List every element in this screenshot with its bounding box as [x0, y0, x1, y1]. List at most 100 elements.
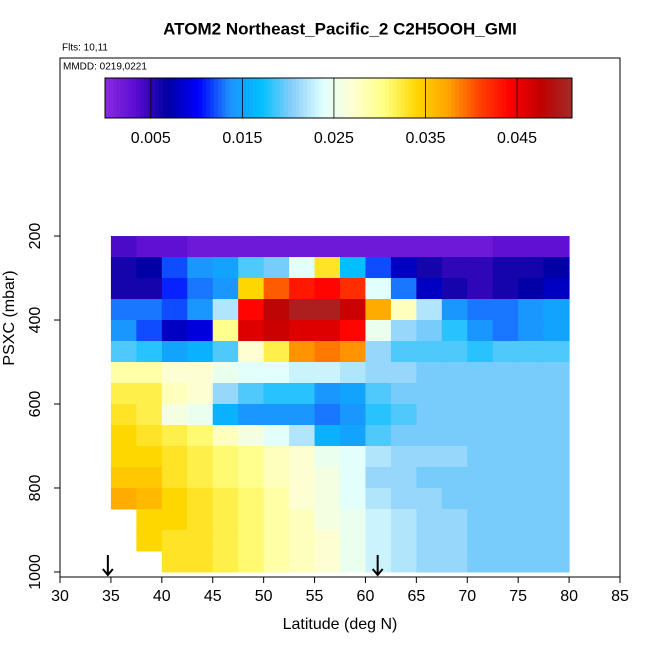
heat-cell: [441, 487, 468, 510]
heat-cell: [187, 257, 214, 279]
heat-cell: [187, 404, 214, 426]
heat-cell: [390, 278, 417, 300]
heat-cell: [136, 341, 163, 363]
heat-cell: [416, 257, 443, 279]
heat-cell: [365, 529, 392, 552]
y-tick-label: 600: [27, 391, 44, 418]
colorbar-step: [435, 78, 441, 118]
colorbar-step: [116, 78, 122, 118]
heat-cell: [518, 466, 545, 489]
heat-cell: [314, 236, 341, 258]
heat-cell: [212, 508, 239, 531]
colorbar-step: [478, 78, 483, 118]
colorbar-step: [548, 78, 554, 118]
heat-cell: [441, 236, 468, 258]
heat-cell: [441, 508, 468, 531]
heat-cell: [340, 362, 366, 384]
colorbar-step: [447, 78, 452, 118]
heat-cell: [238, 362, 265, 384]
colorbar-step: [140, 78, 145, 118]
colorbar-step: [346, 78, 351, 118]
x-axis-label: Latitude (deg N): [283, 616, 398, 633]
heat-cell: [136, 278, 163, 300]
heat-cell: [518, 299, 545, 321]
heat-cell: [467, 404, 494, 426]
heat-cell: [467, 508, 494, 531]
heat-cell: [416, 550, 443, 573]
heat-cell: [263, 383, 290, 405]
heat-cell: [467, 299, 494, 321]
colorbar-step: [377, 78, 382, 118]
heat-cell: [390, 383, 417, 405]
y-tick-label: 800: [27, 475, 44, 502]
y-tick-label: 200: [27, 223, 44, 250]
heat-cell: [161, 299, 188, 321]
colorbar-step: [326, 78, 332, 118]
heat-cell: [136, 404, 163, 426]
colorbar-tick-label: 0.025: [314, 130, 354, 147]
heat-cell: [238, 257, 265, 279]
heat-cell: [543, 362, 570, 384]
colorbar-step: [521, 78, 526, 118]
heat-cell: [263, 424, 290, 447]
heat-cell: [492, 529, 519, 552]
heat-cell: [187, 278, 214, 300]
colorbar-step: [284, 78, 289, 118]
heat-cell: [187, 341, 214, 363]
x-tick-label: 70: [458, 588, 476, 605]
heat-cell: [289, 383, 316, 405]
colorbar-step: [178, 78, 184, 118]
heat-cell: [441, 320, 468, 342]
heat-cell: [263, 445, 290, 468]
heat-cell: [340, 341, 366, 363]
colorbar-tick-label: 0.015: [222, 130, 262, 147]
heat-cell: [110, 257, 137, 279]
heat-cell: [518, 487, 545, 510]
heat-cell: [187, 320, 214, 342]
heat-cell: [212, 236, 239, 258]
heat-cell: [390, 362, 417, 384]
heat-cell: [390, 466, 417, 489]
heat-cell: [136, 257, 163, 279]
heat-cell: [238, 508, 265, 531]
heat-cell: [518, 236, 545, 258]
colorbar-step: [299, 78, 304, 118]
heat-cell: [314, 383, 341, 405]
heat-cell: [416, 236, 443, 258]
heat-cell: [340, 529, 366, 552]
heat-cell: [416, 362, 443, 384]
colorbar-step: [264, 78, 269, 118]
heat-cell: [110, 466, 137, 489]
heat-cell: [390, 299, 417, 321]
heat-cell: [390, 508, 417, 531]
colorbar-step: [404, 78, 410, 118]
heat-cell: [187, 424, 214, 447]
heat-cell: [289, 424, 316, 447]
heat-cell: [238, 529, 265, 552]
heat-cell: [340, 299, 366, 321]
heat-cell: [238, 383, 265, 405]
heat-cell: [492, 550, 519, 573]
heat-cell: [136, 383, 163, 405]
colorbar-step: [260, 78, 266, 118]
colorbar-step: [233, 78, 238, 118]
heat-cell: [365, 383, 392, 405]
heat-cell: [441, 341, 468, 363]
colorbar-step: [505, 78, 511, 118]
heat-cell: [289, 341, 316, 363]
heat-cell: [390, 257, 417, 279]
heat-cell: [492, 236, 519, 258]
heat-cell: [238, 404, 265, 426]
heat-cell: [238, 236, 265, 258]
heat-cell: [289, 320, 316, 342]
heat-cell: [467, 445, 494, 468]
colorbar-step: [322, 78, 328, 118]
heat-cell: [289, 508, 316, 531]
heat-cell: [161, 508, 188, 531]
heat-cell: [136, 529, 163, 552]
heat-cell: [110, 341, 137, 363]
colorbar-step: [334, 78, 339, 118]
heat-cell: [263, 299, 290, 321]
heat-cell: [263, 278, 290, 300]
heat-cell: [314, 466, 341, 489]
